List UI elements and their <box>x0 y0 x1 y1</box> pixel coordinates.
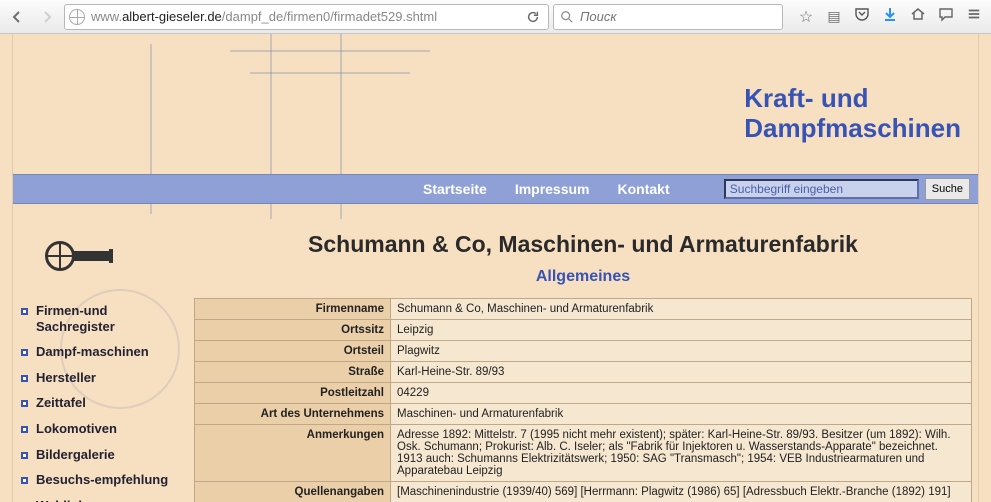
row-label: Quellenangaben <box>195 482 391 502</box>
bookmark-icon[interactable]: ☆ <box>797 7 815 27</box>
menu-startseite[interactable]: Startseite <box>423 181 487 197</box>
forward-button[interactable] <box>34 4 60 30</box>
address-bar[interactable]: www.albert-gieseler.de/dampf_de/firmen0/… <box>64 4 549 30</box>
table-row: Quellenangaben[Maschinenindustrie (1939/… <box>195 482 972 502</box>
url-text: www.albert-gieseler.de/dampf_de/firmen0/… <box>91 9 522 24</box>
table-row: Postleitzahl04229 <box>195 383 972 404</box>
row-label: Art des Unternehmens <box>195 404 391 425</box>
table-row: FirmennameSchumann & Co, Maschinen- und … <box>195 299 972 320</box>
site-search-input[interactable] <box>724 179 919 199</box>
table-row: AnmerkungenAdresse 1892: Mittelstr. 7 (1… <box>195 425 972 482</box>
company-info-table: FirmennameSchumann & Co, Maschinen- und … <box>194 298 972 502</box>
bullet-icon <box>21 477 28 484</box>
bullet-icon <box>21 349 28 356</box>
row-value: 04229 <box>391 383 972 404</box>
browser-toolbar-icons: ☆ ▤ <box>787 6 987 27</box>
table-row: StraßeKarl-Heine-Str. 89/93 <box>195 362 972 383</box>
reader-icon[interactable]: ▤ <box>825 8 843 25</box>
site-title-line2[interactable]: Dampfmaschinen <box>744 114 961 144</box>
steam-engine-icon <box>45 239 115 275</box>
table-row: Art des UnternehmensMaschinen- und Armat… <box>195 404 972 425</box>
main-content: Schumann & Co, Maschinen- und Armaturenf… <box>188 219 978 502</box>
table-row: OrtssitzLeipzig <box>195 320 972 341</box>
browser-toolbar: www.albert-gieseler.de/dampf_de/firmen0/… <box>0 0 991 34</box>
row-value: Leipzig <box>391 320 972 341</box>
row-label: Anmerkungen <box>195 425 391 482</box>
bullet-icon <box>21 452 28 459</box>
row-value: Adresse 1892: Mittelstr. 7 (1995 nicht m… <box>391 425 972 482</box>
menu-icon[interactable] <box>965 7 983 26</box>
row-value: Maschinen- und Armaturenfabrik <box>391 404 972 425</box>
sidebar-item[interactable]: Hersteller <box>21 366 182 392</box>
row-label: Firmenname <box>195 299 391 320</box>
reload-button[interactable] <box>522 10 544 24</box>
row-label: Postleitzahl <box>195 383 391 404</box>
page-subtitle: Allgemeines <box>194 268 972 286</box>
row-label: Ortsteil <box>195 341 391 362</box>
row-value: Schumann & Co, Maschinen- und Armaturenf… <box>391 299 972 320</box>
page-title: Schumann & Co, Maschinen- und Armaturenf… <box>194 231 972 258</box>
back-button[interactable] <box>4 4 30 30</box>
site-title-line1[interactable]: Kraft- und <box>744 84 961 114</box>
home-icon[interactable] <box>909 6 927 27</box>
bullet-icon <box>21 375 28 382</box>
sidebar-item-label[interactable]: Bildergalerie <box>36 447 115 463</box>
row-value: Plagwitz <box>391 341 972 362</box>
sidebar-item-label[interactable]: Dampf-maschinen <box>36 344 149 360</box>
sidebar-item[interactable]: Weblinks <box>21 494 182 502</box>
sidebar-item-label[interactable]: Hersteller <box>36 370 96 386</box>
sidebar-item-label[interactable]: Weblinks <box>36 498 93 502</box>
browser-search-input[interactable] <box>580 9 776 24</box>
bullet-icon <box>21 308 28 315</box>
page-body: Kraft- und Dampfmaschinen Startseite Imp… <box>0 34 991 502</box>
download-icon[interactable] <box>881 6 899 27</box>
chat-icon[interactable] <box>937 6 955 27</box>
pocket-icon[interactable] <box>853 6 871 27</box>
menu-impressum[interactable]: Impressum <box>515 181 590 197</box>
sidebar-item[interactable]: Zeittafel <box>21 391 182 417</box>
row-label: Straße <box>195 362 391 383</box>
sidebar-item[interactable]: Firmen-und Sachregister <box>21 299 182 340</box>
bullet-icon <box>21 400 28 407</box>
sidebar-item-label[interactable]: Zeittafel <box>36 395 86 411</box>
globe-icon <box>69 9 85 25</box>
site-title[interactable]: Kraft- und Dampfmaschinen <box>744 84 961 144</box>
row-label: Ortssitz <box>195 320 391 341</box>
site-search-button[interactable]: Suche <box>925 178 970 200</box>
sidebar-nav: Firmen-und Sachregister Dampf-maschinen … <box>21 299 182 502</box>
sidebar: Firmen-und Sachregister Dampf-maschinen … <box>13 219 188 502</box>
page-header: Kraft- und Dampfmaschinen <box>0 34 991 174</box>
sidebar-item[interactable]: Lokomotiven <box>21 417 182 443</box>
sidebar-item[interactable]: Dampf-maschinen <box>21 340 182 366</box>
sidebar-item-label[interactable]: Lokomotiven <box>36 421 117 437</box>
row-value: [Maschinenindustrie (1939/40) 569] [Herr… <box>391 482 972 502</box>
sidebar-item[interactable]: Besuchs-empfehlung <box>21 468 182 494</box>
browser-search-box[interactable] <box>553 4 783 30</box>
search-icon <box>560 10 574 24</box>
row-value: Karl-Heine-Str. 89/93 <box>391 362 972 383</box>
main-menu: Startseite Impressum Kontakt Suche <box>13 174 978 204</box>
sidebar-item-label[interactable]: Firmen-und Sachregister <box>36 303 182 334</box>
sidebar-item[interactable]: Bildergalerie <box>21 443 182 469</box>
menu-kontakt[interactable]: Kontakt <box>618 181 670 197</box>
table-row: OrtsteilPlagwitz <box>195 341 972 362</box>
bullet-icon <box>21 426 28 433</box>
sidebar-item-label[interactable]: Besuchs-empfehlung <box>36 472 168 488</box>
